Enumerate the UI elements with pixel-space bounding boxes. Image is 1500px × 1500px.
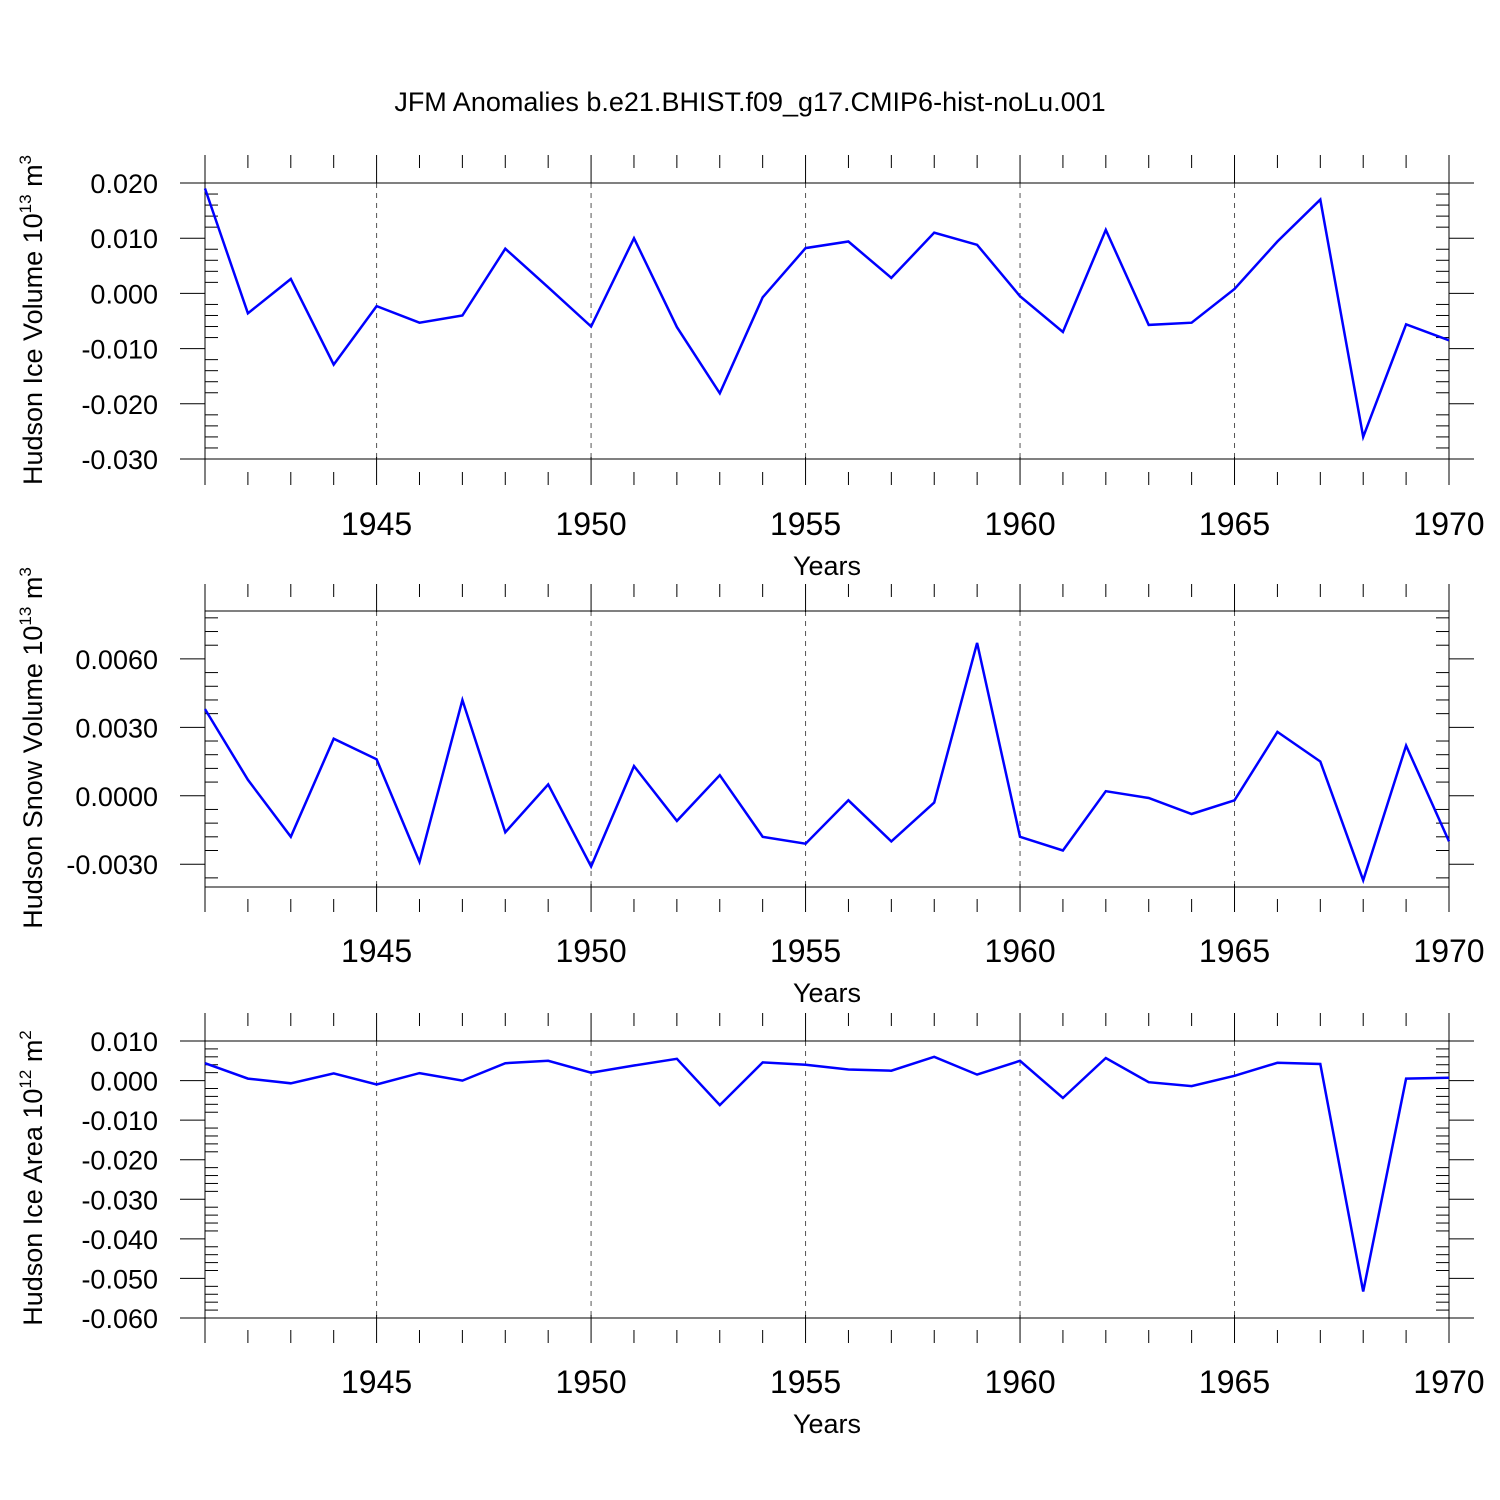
x-tick-label: 1945	[341, 1364, 412, 1400]
y-axis-label-unit: m	[18, 164, 48, 194]
data-line	[203, 642, 1451, 885]
y-tick-label: 0.000	[90, 1067, 158, 1097]
y-tick-label: 0.0000	[75, 782, 158, 812]
panel-2: 1945 1950 1955 1960 1965 1970 Years 0.0060 0.003…	[16, 567, 1485, 1008]
y-axis-label-text: Hudson Snow Volume 10	[18, 626, 48, 929]
x-tick-label: 1970	[1413, 506, 1484, 542]
x-axis-label: Years	[793, 551, 861, 581]
y-tick-label: -0.060	[81, 1304, 158, 1334]
x-tick-label: 1955	[770, 506, 841, 542]
x-tick-label: 1965	[1199, 506, 1270, 542]
x-tick-label: 1950	[555, 1364, 626, 1400]
y-tick-label: 0.000	[90, 279, 158, 309]
y-tick-label: -0.040	[81, 1225, 158, 1255]
y-axis-label-unit-exponent: 2	[16, 1030, 35, 1039]
x-tick-label: 1950	[555, 506, 626, 542]
x-tick-label: 1955	[770, 1364, 841, 1400]
x-tick-label: 1970	[1413, 933, 1484, 969]
x-tick-label: 1945	[341, 506, 412, 542]
x-tick-label: 1950	[555, 933, 626, 969]
x-tick-label: 1955	[770, 933, 841, 969]
figure-title: JFM Anomalies b.e21.BHIST.f09_g17.CMIP6-…	[394, 87, 1105, 117]
y-tick-label: 0.0060	[75, 645, 158, 675]
y-axis-label-unit-exponent: 3	[16, 567, 35, 576]
y-axis-label: Hudson Ice Volume 1013 m3	[16, 155, 48, 485]
y-tick-label: -0.0030	[66, 850, 158, 880]
y-axis-label-text: Hudson Ice Area 10	[18, 1089, 48, 1326]
y-axis-label: Hudson Ice Area 1012 m2	[16, 1030, 48, 1326]
data-line	[204, 1055, 1450, 1292]
y-axis-label-exponent: 12	[16, 1070, 35, 1089]
x-tick-label: 1970	[1413, 1364, 1484, 1400]
y-tick-label: 0.020	[90, 169, 158, 199]
x-tick-label: 1960	[984, 1364, 1055, 1400]
y-tick-label: 0.0030	[75, 713, 158, 743]
x-tick-label: 1960	[984, 506, 1055, 542]
panel-1: 1945 1950 1955 1960 1965 1970 Years 0.020 0.010 0…	[16, 155, 1485, 581]
x-axis-label: Years	[793, 1409, 861, 1439]
panels: 1945 1950 1955 1960 1965 1970 Years 0.020 0.010 0…	[16, 155, 1485, 1439]
y-tick-label: -0.050	[81, 1264, 158, 1294]
x-tick-label: 1965	[1199, 933, 1270, 969]
y-axis-label-unit-exponent: 3	[16, 155, 35, 164]
y-tick-label: -0.020	[81, 1146, 158, 1176]
y-axis-label: Hudson Snow Volume 1013 m3	[16, 567, 48, 929]
y-tick-label: -0.010	[81, 1106, 158, 1136]
panel-3: 1945 1950 1955 1960 1965 1970 Years 0.010 0.000 -…	[16, 1013, 1485, 1439]
y-axis-label-text: Hudson Ice Volume 10	[18, 213, 48, 485]
x-tick-label: 1945	[341, 933, 412, 969]
y-axis-label-unit: m	[18, 1040, 48, 1070]
y-axis-label-exponent: 13	[16, 194, 35, 213]
y-tick-label: 0.010	[90, 1027, 158, 1057]
data-line	[203, 188, 1450, 442]
x-axis-label: Years	[793, 978, 861, 1008]
y-tick-label: 0.010	[90, 224, 158, 254]
y-tick-label: -0.030	[81, 445, 158, 475]
y-tick-label: -0.010	[81, 335, 158, 365]
y-tick-label: -0.020	[81, 390, 158, 420]
y-axis-label-unit: m	[18, 577, 48, 607]
x-tick-label: 1960	[984, 933, 1055, 969]
x-tick-label: 1965	[1199, 1364, 1270, 1400]
y-tick-label: -0.030	[81, 1185, 158, 1215]
y-axis-label-exponent: 13	[16, 607, 35, 626]
